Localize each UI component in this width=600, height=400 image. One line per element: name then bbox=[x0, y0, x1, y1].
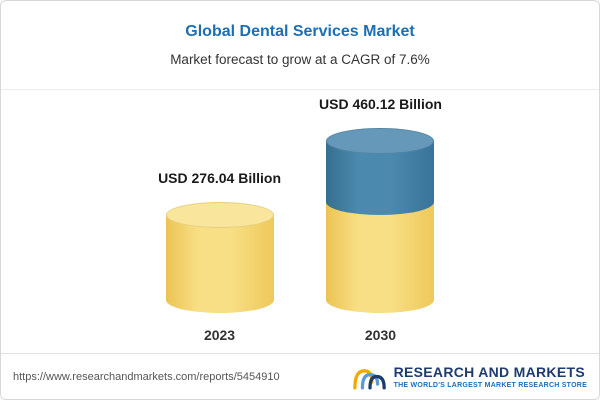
logo-mark-icon bbox=[352, 369, 386, 390]
category-label-2023: 2023 bbox=[203, 327, 236, 343]
top-divider bbox=[1, 89, 599, 90]
value-label-2023: USD 276.04 Billion bbox=[158, 170, 281, 186]
bar-2030 bbox=[326, 128, 435, 313]
bar-chart: USD 276.04 Billion 2023 USD 460.12 Billi… bbox=[1, 93, 599, 351]
report-url[interactable]: https://www.researchandmarkets.com/repor… bbox=[13, 370, 280, 383]
bar-group-2023: USD 276.04 Billion 2023 bbox=[158, 170, 281, 351]
bar-2023-top-ellipse bbox=[165, 202, 274, 228]
chart-subtitle: Market forecast to grow at a CAGR of 7.6… bbox=[170, 52, 430, 67]
value-label-2030: USD 460.12 Billion bbox=[319, 96, 442, 112]
chart-header: Global Dental Services Market Market for… bbox=[1, 1, 599, 67]
bar-2023-body bbox=[165, 215, 274, 313]
footer: https://www.researchandmarkets.com/repor… bbox=[1, 353, 599, 399]
logo-name: RESEARCH AND MARKETS bbox=[393, 363, 585, 380]
chart-title: Global Dental Services Market bbox=[185, 23, 415, 40]
research-and-markets-logo: RESEARCH AND MARKETS THE WORLD'S LARGEST… bbox=[352, 363, 587, 390]
bar-group-2030: USD 460.12 Billion 2030 bbox=[319, 96, 442, 351]
bar-2023 bbox=[165, 202, 274, 313]
logo-tagline: THE WORLD'S LARGEST MARKET RESEARCH STOR… bbox=[393, 381, 587, 389]
bar-2030-top-ellipse bbox=[326, 128, 435, 154]
logo-text: RESEARCH AND MARKETS THE WORLD'S LARGEST… bbox=[394, 365, 587, 389]
category-label-2030: 2030 bbox=[364, 327, 397, 343]
